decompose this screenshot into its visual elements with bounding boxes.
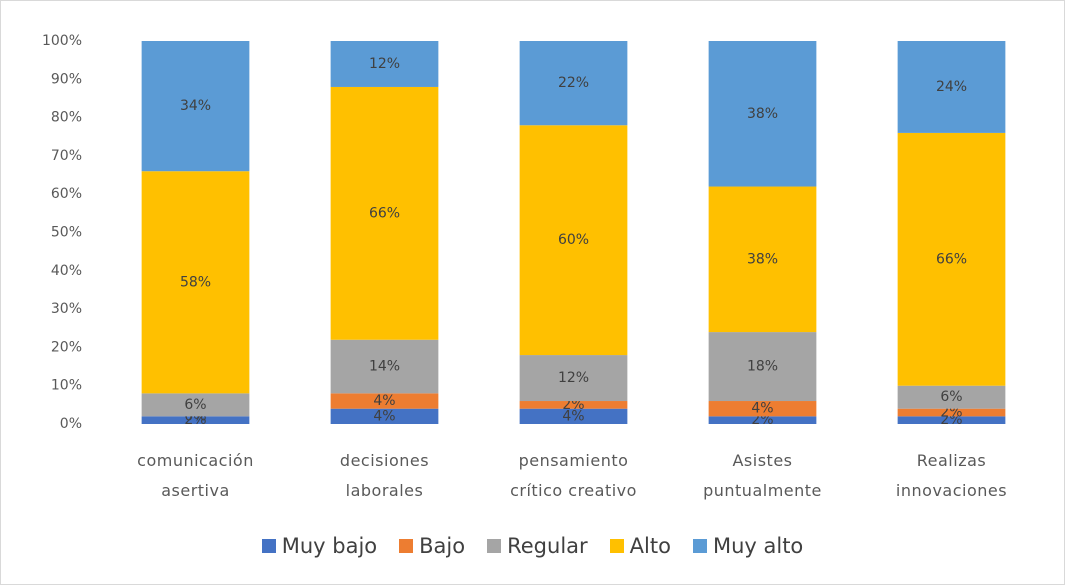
legend-label: Muy bajo <box>281 534 378 558</box>
data-label: 34% <box>180 98 211 114</box>
data-label: 4% <box>562 408 584 424</box>
data-label: 58% <box>180 274 211 290</box>
data-label: 22% <box>558 75 589 91</box>
x-tick-label: Asistes puntualmente <box>703 451 822 500</box>
legend-swatch <box>692 539 707 553</box>
data-label: 4% <box>373 408 395 424</box>
legend: Muy bajo Bajo Regular Alto Muy alto <box>0 534 1065 558</box>
bar-segment <box>141 41 250 172</box>
bar-segment <box>141 416 250 424</box>
data-label: 66% <box>369 205 400 221</box>
bar-segment <box>330 41 439 87</box>
y-tick-label: 30% <box>51 301 82 317</box>
bar-segment <box>708 416 817 424</box>
bar-segment <box>897 41 1006 133</box>
bar-segment <box>519 355 628 402</box>
data-label: 24% <box>936 79 967 95</box>
data-label: 66% <box>936 251 967 267</box>
legend-label: Alto <box>629 534 671 558</box>
bar-segment <box>519 41 628 126</box>
y-tick-label: 70% <box>51 148 82 164</box>
y-tick-label: 40% <box>51 263 82 279</box>
y-tick-label: 0% <box>60 416 82 432</box>
bar-segment <box>519 401 628 409</box>
bar-segment <box>330 408 439 424</box>
y-tick-label: 50% <box>51 225 82 241</box>
data-label: 14% <box>369 359 400 375</box>
y-tick-label: 60% <box>51 186 82 202</box>
data-label: 6% <box>184 397 206 413</box>
bar-segment <box>519 408 628 424</box>
bar-segment <box>330 86 439 340</box>
data-label: 38% <box>747 251 778 267</box>
legend-swatch <box>399 539 414 553</box>
bar-segment <box>141 171 250 394</box>
legend-label: Muy alto <box>712 534 804 558</box>
bar-segment <box>897 385 1006 409</box>
x-tick-label: pensamiento crítico creativo <box>510 451 637 500</box>
data-label: 12% <box>369 56 400 72</box>
bar-segment <box>708 401 817 417</box>
legend-label: Bajo <box>419 534 466 558</box>
bar-segment <box>897 416 1006 424</box>
bar-segment <box>708 41 817 187</box>
legend-swatch <box>487 539 502 553</box>
legend-item: Bajo <box>399 534 465 558</box>
legend-item: Regular <box>487 534 588 558</box>
data-label: 6% <box>940 389 962 405</box>
y-tick-label: 90% <box>51 71 82 87</box>
x-tick-label: decisiones laborales <box>339 451 430 500</box>
legend-item: Alto <box>609 534 671 558</box>
y-tick-label: 80% <box>51 110 82 126</box>
data-label: 4% <box>751 401 773 417</box>
data-label: 60% <box>558 232 589 248</box>
legend-item: Muy alto <box>692 534 804 558</box>
bar-segment <box>897 408 1006 417</box>
bar-segment <box>519 125 628 356</box>
bar-segment <box>141 393 250 417</box>
bar-segment <box>897 132 1006 386</box>
bar-segment <box>708 186 817 333</box>
legend-item: Muy bajo <box>261 534 378 558</box>
y-tick-label: 20% <box>51 339 82 355</box>
data-label: 12% <box>558 370 589 386</box>
data-label: 18% <box>747 359 778 375</box>
y-tick-label: 10% <box>51 378 82 394</box>
legend-label: Regular <box>507 534 588 558</box>
x-tick-label: Realizas innovaciones <box>895 451 1008 500</box>
x-tick-label: comunicación asertiva <box>137 451 254 500</box>
legend-swatch <box>609 539 624 553</box>
legend-swatch <box>261 539 276 553</box>
bar-segment <box>330 393 439 409</box>
y-tick-label: 100% <box>42 33 82 49</box>
bar-segment <box>330 339 439 394</box>
data-label: 4% <box>373 393 395 409</box>
data-label: 38% <box>747 106 778 122</box>
bar-segment <box>708 332 817 402</box>
